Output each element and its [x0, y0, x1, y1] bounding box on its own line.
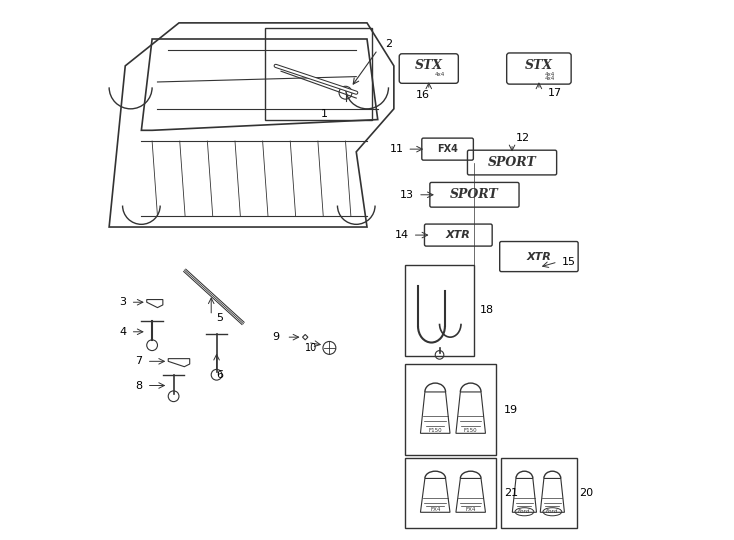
Text: 2: 2 [385, 39, 392, 49]
Text: 4x4: 4x4 [545, 76, 555, 81]
Text: 15: 15 [562, 257, 575, 267]
Text: 4x4: 4x4 [545, 72, 555, 77]
Text: 7: 7 [135, 356, 142, 366]
Text: 3: 3 [119, 297, 126, 307]
Text: 19: 19 [504, 404, 518, 415]
Text: STX: STX [525, 59, 553, 72]
Text: 21: 21 [504, 488, 518, 498]
Text: 17: 17 [548, 87, 562, 98]
Text: 12: 12 [516, 133, 530, 144]
Text: 4: 4 [119, 327, 126, 337]
Text: 11: 11 [390, 144, 404, 154]
Text: 9: 9 [272, 332, 279, 342]
Text: XTR: XTR [446, 230, 470, 240]
Text: STX: STX [415, 59, 443, 72]
Text: 4x4: 4x4 [435, 72, 445, 77]
Text: 10: 10 [305, 343, 316, 353]
Text: 18: 18 [480, 305, 494, 315]
Text: FX4: FX4 [437, 144, 458, 154]
Text: FX4: FX4 [465, 508, 476, 512]
Text: 13: 13 [400, 190, 414, 200]
Text: 5: 5 [216, 313, 222, 323]
Text: XTR: XTR [526, 252, 551, 261]
Text: 20: 20 [579, 488, 593, 498]
Text: 14: 14 [395, 230, 409, 240]
Text: SPORT: SPORT [450, 188, 499, 201]
Text: 8: 8 [135, 381, 142, 390]
Text: Ford: Ford [518, 509, 531, 514]
Text: SPORT: SPORT [487, 156, 537, 169]
Text: 16: 16 [415, 90, 429, 100]
Text: 1: 1 [321, 109, 327, 119]
Text: F150: F150 [429, 428, 442, 433]
Text: 6: 6 [216, 370, 222, 380]
Text: Ford: Ford [546, 509, 559, 514]
Text: F150: F150 [464, 428, 478, 433]
Text: FX4: FX4 [430, 508, 440, 512]
